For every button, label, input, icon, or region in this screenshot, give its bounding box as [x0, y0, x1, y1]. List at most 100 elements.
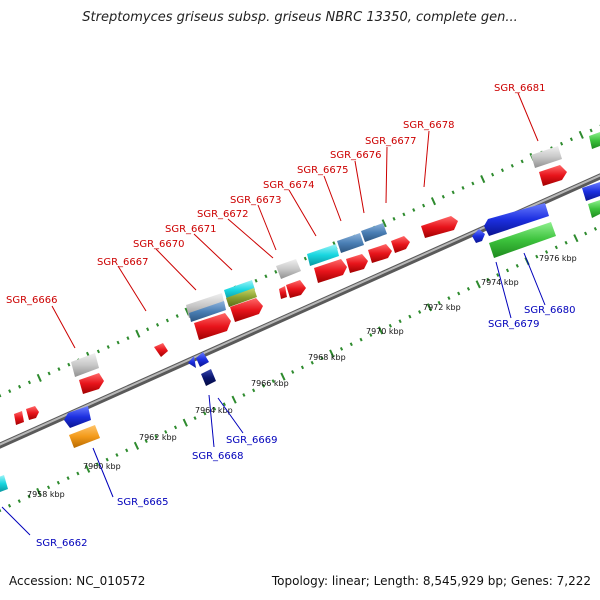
gene-cyan-SGR_6662[interactable]: [0, 475, 8, 492]
gene-label-SGR_6677[interactable]: SGR_6677: [365, 136, 417, 147]
tick-label: 7958 kbp: [27, 490, 65, 499]
ruler-dot: [554, 245, 558, 250]
ruler-major-tick: [430, 197, 437, 206]
ruler-major-tick: [36, 373, 42, 382]
gene-label-SGR_6662[interactable]: SGR_6662: [36, 538, 88, 549]
gene-red-SGR_6677[interactable]: [391, 236, 410, 253]
ruler-dot: [466, 287, 471, 291]
gene-red[interactable]: [314, 259, 347, 283]
ruler-major-tick: [475, 280, 481, 289]
tick-label: 7976 kbp: [539, 254, 577, 263]
gene-green-SGR_6679[interactable]: [489, 222, 556, 258]
gene-steel-SGR_6676[interactable]: [361, 223, 387, 242]
gene-red[interactable]: [194, 313, 231, 340]
ruler-major-tick: [426, 303, 433, 312]
gene-red[interactable]: [79, 373, 104, 394]
gene-blue-SGR_6668[interactable]: [188, 356, 196, 368]
gene-red[interactable]: [279, 286, 287, 299]
gene-label-SGR_6671[interactable]: SGR_6671: [165, 224, 217, 235]
ruler-dot: [222, 402, 226, 407]
gene-red[interactable]: [230, 298, 263, 322]
gene-label-SGR_6670[interactable]: SGR_6670: [133, 239, 185, 250]
ruler-dot: [252, 388, 256, 393]
gene-blue-small[interactable]: [472, 229, 485, 243]
gene-label-SGR_6676[interactable]: SGR_6676: [330, 150, 382, 161]
gene-grey-SGR_6681[interactable]: [531, 146, 562, 168]
gene-red[interactable]: [368, 244, 392, 263]
gene-grey-SGR_6673[interactable]: [276, 259, 301, 279]
ruler-dot: [254, 278, 258, 283]
tick-label: 7974 kbp: [481, 278, 519, 287]
gene-red-small[interactable]: [154, 343, 168, 357]
ruler-major-tick: [573, 234, 579, 243]
ruler-dot: [451, 190, 455, 195]
ruler-dot: [155, 323, 160, 327]
ruler-dot: [46, 485, 51, 490]
gene-arrow[interactable]: [14, 411, 24, 425]
ruler-dot: [95, 462, 99, 467]
gene-steel-SGR_6671[interactable]: [189, 301, 226, 322]
gene-navy-SGR_6669[interactable]: [201, 369, 216, 386]
ruler-dot: [8, 389, 12, 394]
ruler-dot: [505, 268, 510, 273]
ruler-major-tick: [36, 487, 42, 496]
gene-cyan-SGR_6672[interactable]: [224, 280, 255, 300]
gene-label-SGR_6681[interactable]: SGR_6681: [494, 83, 546, 94]
gene-red[interactable]: [539, 165, 567, 186]
gene-label-SGR_6678[interactable]: SGR_6678: [403, 120, 455, 131]
ruler-dot: [175, 314, 179, 318]
ruler-dot: [203, 411, 207, 416]
ruler-major-tick: [578, 130, 584, 139]
gene-orange-SGR_6665[interactable]: [69, 425, 100, 448]
ruler-dot: [564, 240, 568, 245]
gene-red-SGR_6678[interactable]: [421, 216, 458, 238]
gene-label-SGR_6665[interactable]: SGR_6665: [117, 497, 169, 508]
ruler-dot: [7, 503, 12, 508]
gene-label-SGR_6679[interactable]: SGR_6679: [488, 319, 540, 330]
gene-green[interactable]: [588, 200, 600, 218]
tick-label: 7960 kbp: [83, 462, 121, 471]
gene-blue[interactable]: [582, 182, 600, 201]
gene-label-SGR_6673[interactable]: SGR_6673: [230, 195, 282, 206]
gene-label-SGR_6666[interactable]: SGR_6666: [6, 295, 58, 306]
ruler-dot: [520, 159, 524, 164]
gene-blue[interactable]: [64, 406, 91, 428]
gene-red[interactable]: [346, 254, 368, 273]
ruler-dot: [408, 314, 412, 319]
gene-olive[interactable]: [226, 288, 257, 307]
ruler-dot: [271, 379, 275, 384]
ruler-dot: [339, 347, 344, 351]
bottom-gene-labels: SGR_6662 SGR_6665 SGR_6668 SGR_6669 SGR_…: [36, 305, 576, 549]
gene-blue-SGR_6680[interactable]: [484, 203, 549, 236]
gene-grey-SGR_6666[interactable]: [71, 353, 99, 377]
ruler-major-tick: [182, 418, 188, 427]
gene-label-SGR_6674[interactable]: SGR_6674: [263, 180, 315, 191]
gene-green[interactable]: [589, 132, 600, 149]
gene-label-SGR_6668[interactable]: SGR_6668: [192, 451, 244, 462]
tick-label: 7970 kbp: [366, 327, 404, 336]
gene-label-SGR_6667[interactable]: SGR_6667: [97, 257, 149, 268]
ruler-dot: [303, 256, 307, 261]
ruler-dot: [212, 406, 217, 411]
gene-arrow[interactable]: [26, 406, 39, 420]
gene-label-SGR_6669[interactable]: SGR_6669: [226, 435, 278, 446]
gene-cyan-SGR_6674[interactable]: [307, 244, 339, 266]
ruler-dot: [457, 291, 461, 296]
gene-label-SGR_6672[interactable]: SGR_6672: [197, 209, 249, 220]
gene-red[interactable]: [286, 280, 306, 298]
ruler-dot: [496, 273, 500, 277]
ruler-dot: [116, 340, 120, 345]
gene-steel-SGR_6675[interactable]: [337, 233, 364, 253]
gene-label-SGR_6675[interactable]: SGR_6675: [297, 165, 349, 176]
accession-text: Accession: NC_010572: [9, 574, 146, 588]
ruler-dot: [437, 300, 441, 305]
ruler-dot: [17, 499, 21, 504]
gene-label-SGR_6680[interactable]: SGR_6680: [524, 305, 576, 316]
ruler-major-tick: [133, 441, 140, 450]
ruler-dot: [173, 425, 178, 430]
ruler-dot: [105, 457, 109, 462]
gene-blue[interactable]: [196, 352, 209, 367]
ruler-dot: [0, 393, 2, 398]
tick-label: 7964 kbp: [195, 406, 233, 415]
